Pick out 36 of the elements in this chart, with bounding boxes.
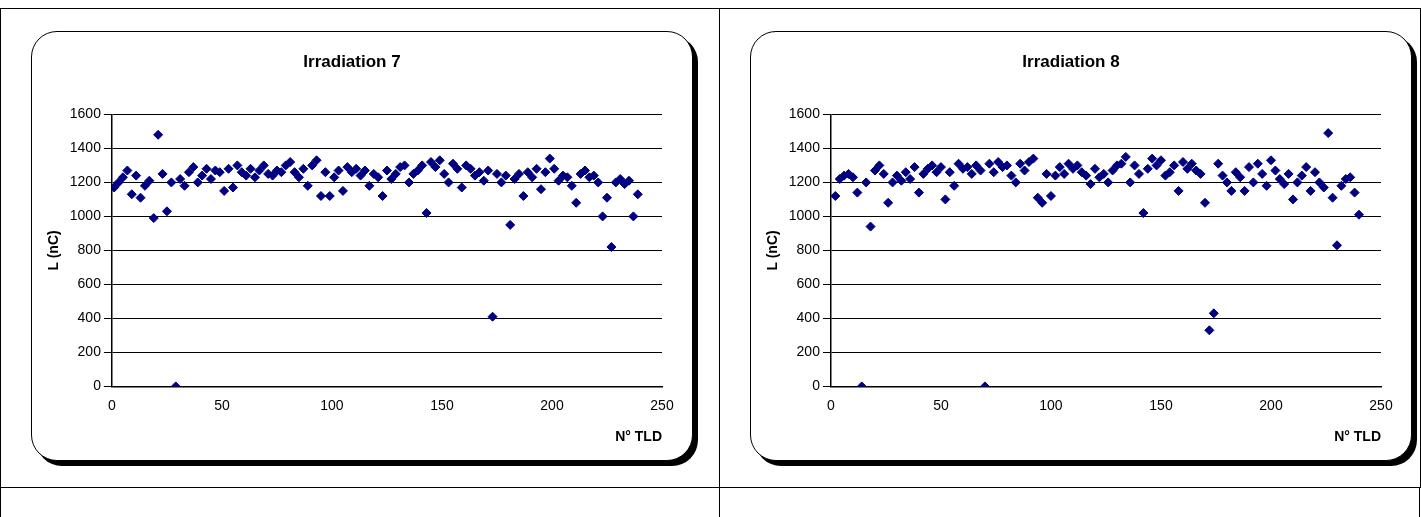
chart-title: Irradiation 7 (303, 51, 401, 71)
x-tick-label: 0 (827, 396, 836, 413)
y-tick-label: 200 (796, 343, 821, 360)
y-tick-label: 1000 (788, 207, 821, 224)
x-tick-label: 200 (540, 396, 564, 413)
y-tick-label: 800 (796, 241, 821, 258)
y-tick-label: 600 (77, 275, 102, 292)
y-tick-label: 1400 (69, 139, 102, 156)
y-tick-label: 1600 (69, 105, 102, 122)
x-tick-label: 250 (650, 396, 674, 413)
y-tick-label: 600 (796, 275, 821, 292)
x-tick-label: 200 (1259, 396, 1283, 413)
x-tick-label: 250 (1369, 396, 1393, 413)
y-tick-label: 1200 (788, 173, 821, 190)
x-tick-label: 150 (1149, 396, 1173, 413)
y-tick-label: 0 (812, 377, 821, 394)
x-axis-title: N° TLD (615, 428, 662, 445)
x-tick-label: 50 (214, 396, 230, 413)
x-tick-label: 150 (430, 396, 454, 413)
x-axis-title: N° TLD (1334, 428, 1381, 445)
y-tick-label: 1400 (788, 139, 821, 156)
y-tick-label: 0 (93, 377, 102, 394)
y-tick-label: 1000 (69, 207, 102, 224)
y-axis-title: L (nC) (764, 230, 781, 271)
y-tick-label: 200 (77, 343, 102, 360)
y-tick-label: 1600 (788, 105, 821, 122)
chart-title: Irradiation 8 (1022, 51, 1120, 71)
x-tick-label: 0 (108, 396, 117, 413)
y-tick-label: 1200 (69, 173, 102, 190)
y-tick-label: 400 (77, 309, 102, 326)
x-tick-label: 100 (1039, 396, 1063, 413)
y-tick-label: 400 (796, 309, 821, 326)
x-tick-label: 100 (320, 396, 344, 413)
y-tick-label: 800 (77, 241, 102, 258)
y-axis-title: L (nC) (45, 230, 62, 271)
x-tick-label: 50 (933, 396, 949, 413)
